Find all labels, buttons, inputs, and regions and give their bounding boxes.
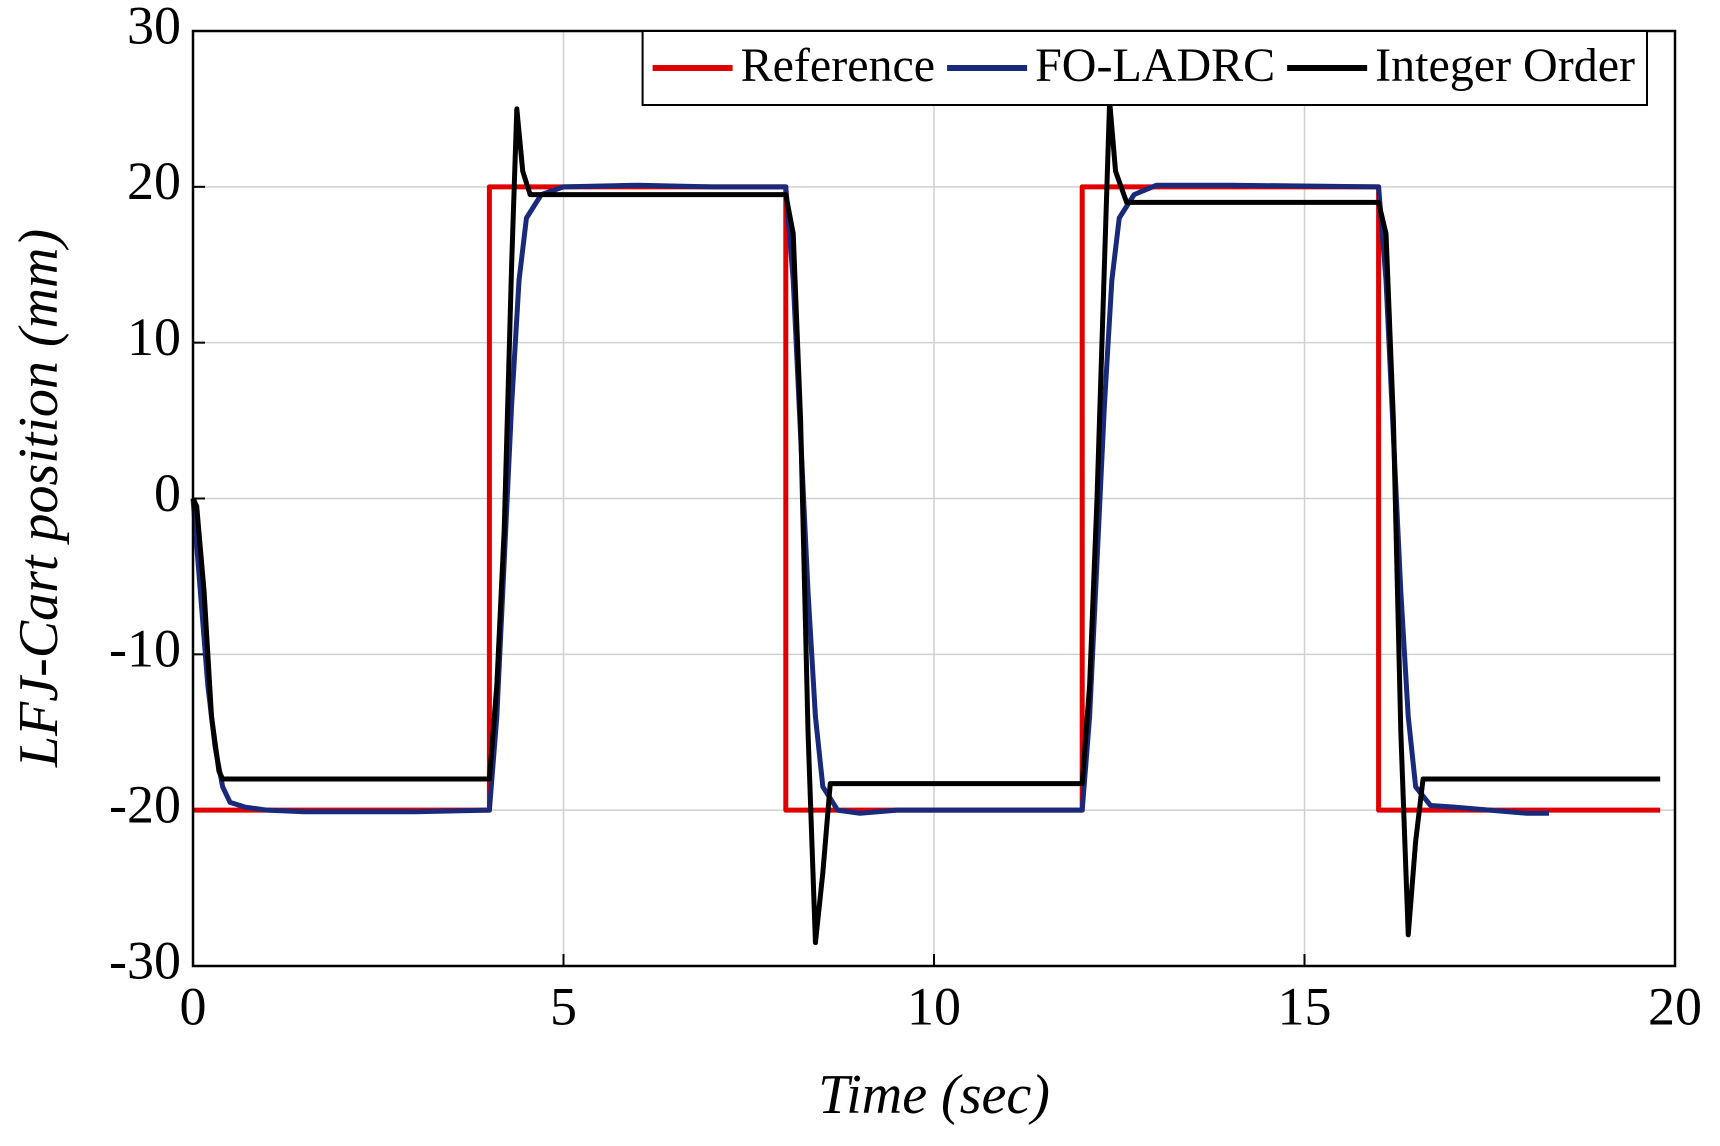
y-tick-label: 10 — [127, 307, 181, 367]
series-line — [190, 182, 1550, 816]
legend-label: Reference — [741, 39, 936, 92]
x-tick-label: 0 — [180, 976, 207, 1036]
y-tick-label: -30 — [109, 930, 181, 990]
series-line — [190, 98, 1661, 946]
legend-box — [641, 30, 1648, 106]
legend: Reference FO-LADRC Integer Order — [641, 30, 1648, 106]
x-axis-label: Time (sec) — [818, 1064, 1050, 1126]
y-tick-label: -20 — [109, 775, 181, 835]
y-tick-label: 30 — [127, 0, 181, 55]
x-tick-label: 5 — [550, 976, 577, 1036]
y-tick-label: 20 — [127, 151, 181, 211]
legend-label: FO-LADRC — [1035, 39, 1275, 92]
y-tick-label: -10 — [109, 619, 181, 679]
y-tick-label: 0 — [154, 463, 181, 523]
x-tick-label: 20 — [1648, 976, 1702, 1036]
x-tick-label: 10 — [907, 976, 961, 1036]
legend-label: Integer Order — [1375, 39, 1635, 92]
y-axis-label: LFJ-Cart position (mm) — [8, 229, 70, 768]
x-tick-label: 15 — [1278, 976, 1332, 1036]
